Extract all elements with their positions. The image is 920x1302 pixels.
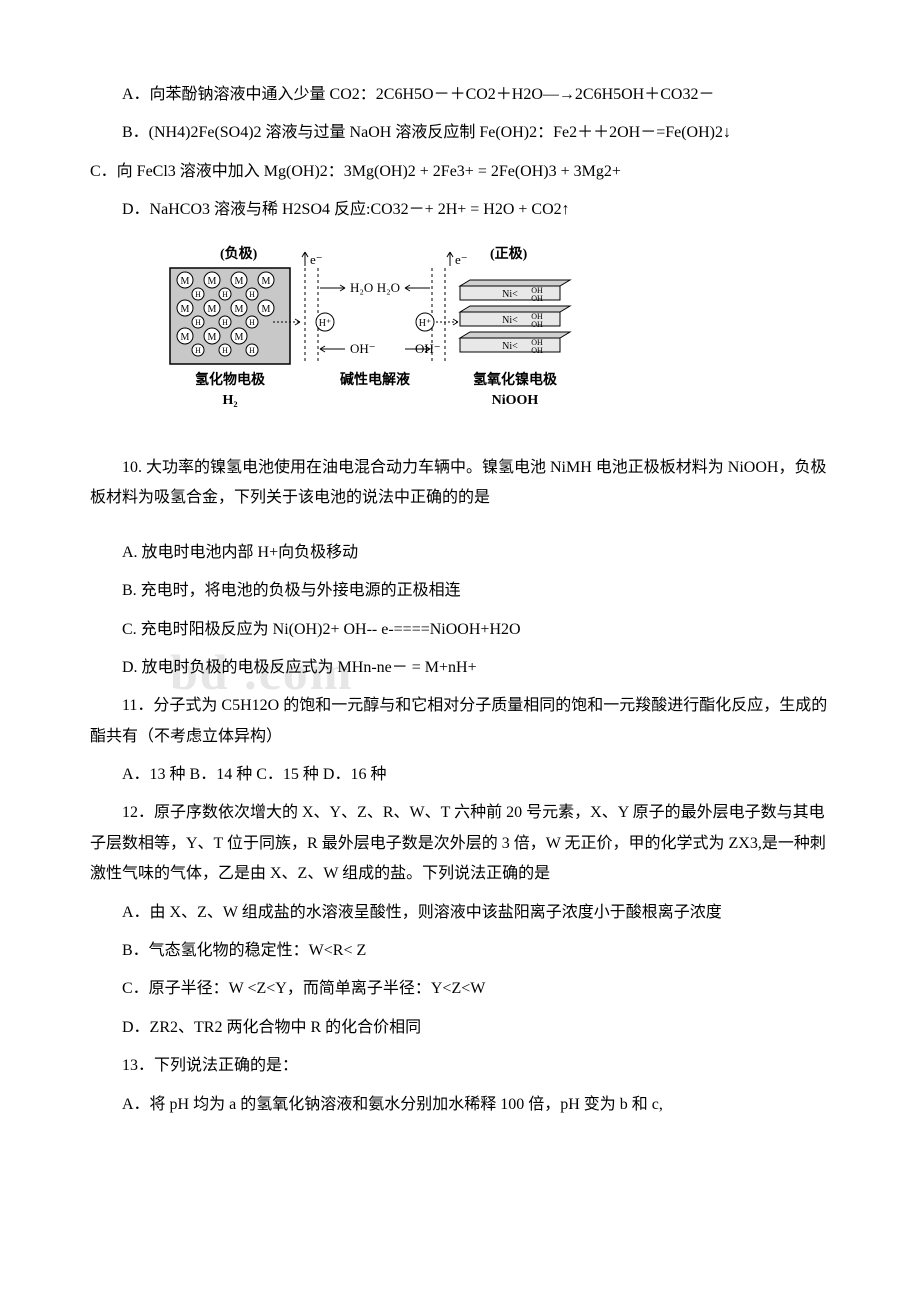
q11-opts: A．13 种 B．14 种 C．15 种 D．16 种 bbox=[90, 760, 830, 790]
svg-text:M: M bbox=[208, 276, 217, 287]
q10-stem: 10. 大功率的镍氢电池使用在油电混合动力车辆中。镍氢电池 NiMH 电池正极板… bbox=[90, 453, 830, 514]
option-a: A．向苯酚钠溶液中通入少量 CO2：2C6H5O－＋CO2＋H2O—→2C6H5… bbox=[90, 80, 830, 110]
svg-text:OH: OH bbox=[531, 346, 543, 355]
svg-text:H: H bbox=[249, 318, 255, 327]
option-d: D．NaHCO3 溶液与稀 H2SO4 反应:CO32－+ 2H+ = H2O … bbox=[90, 195, 830, 225]
svg-text:H: H bbox=[222, 318, 228, 327]
svg-text:M: M bbox=[181, 304, 190, 315]
svg-text:Ni<: Ni< bbox=[502, 315, 518, 326]
neg-label: (负极) bbox=[220, 245, 258, 262]
svg-text:H: H bbox=[249, 346, 255, 355]
q13-stem: 13．下列说法正确的是： bbox=[90, 1051, 830, 1081]
svg-text:Ni<: Ni< bbox=[502, 289, 518, 300]
svg-text:H: H bbox=[195, 318, 201, 327]
pos-label: (正极) bbox=[490, 245, 528, 262]
right-cap1: 氢氧化镍电极 bbox=[473, 371, 558, 388]
left-cap2: H₂ bbox=[222, 393, 237, 408]
q12-c: C．原子半径：W <Z<Y，而简单离子半径：Y<Z<W bbox=[90, 974, 830, 1004]
svg-text:H: H bbox=[222, 346, 228, 355]
q10-d: D. 放电时负极的电极反应式为 MHn-ne－ = M+nH+ bbox=[90, 653, 830, 683]
svg-text:H: H bbox=[195, 346, 201, 355]
q12-b: B．气态氢化物的稳定性：W<R< Z bbox=[90, 936, 830, 966]
svg-text:M: M bbox=[208, 304, 217, 315]
svg-text:M: M bbox=[262, 276, 271, 287]
oh-left: OH⁻ bbox=[350, 341, 376, 356]
svg-text:M: M bbox=[235, 276, 244, 287]
svg-text:M: M bbox=[235, 332, 244, 343]
svg-text:H: H bbox=[222, 290, 228, 299]
q11-stem: 11．分子式为 C5H12O 的饱和一元醇与和它相对分子质量相同的饱和一元羧酸进… bbox=[90, 691, 830, 752]
q13-a: A．将 pH 均为 a 的氢氧化钠溶液和氨水分别加水稀释 100 倍，pH 变为… bbox=[90, 1090, 830, 1120]
left-cap1: 氢化物电极 bbox=[195, 371, 266, 388]
svg-text:M: M bbox=[208, 332, 217, 343]
h2o-left: H₂O bbox=[350, 280, 373, 295]
option-b: B．(NH4)2Fe(SO4)2 溶液与过量 NaOH 溶液反应制 Fe(OH)… bbox=[90, 118, 830, 148]
e-label-left: e⁻ bbox=[310, 252, 323, 267]
niooh-electrode: Ni< OH OH Ni< OH OH Ni< OH OH bbox=[460, 280, 570, 355]
q10-b: B. 充电时，将电池的负极与外接电源的正极相连 bbox=[90, 576, 830, 606]
svg-text:H: H bbox=[195, 290, 201, 299]
hplus-left: H⁺ bbox=[319, 318, 332, 329]
right-cap2: NiOOH bbox=[492, 393, 539, 408]
q12-d: D．ZR2、TR2 两化合物中 R 的化合价相同 bbox=[90, 1013, 830, 1043]
svg-text:M: M bbox=[235, 304, 244, 315]
svg-text:OH: OH bbox=[531, 320, 543, 329]
svg-text:OH: OH bbox=[531, 294, 543, 303]
q12-a: A．由 X、Z、W 组成盐的水溶液呈酸性，则溶液中该盐阳离子浓度小于酸根离子浓度 bbox=[90, 898, 830, 928]
q10-c: C. 充电时阳极反应为 Ni(OH)2+ OH-- e-====NiOOH+H2… bbox=[90, 615, 830, 645]
svg-text:M: M bbox=[181, 276, 190, 287]
h2o-right: H₂O bbox=[377, 280, 400, 295]
q10-a: A. 放电时电池内部 H+向负极移动 bbox=[90, 538, 830, 568]
svg-text:Ni<: Ni< bbox=[502, 341, 518, 352]
q12-stem: 12．原子序数依次增大的 X、Y、Z、R、W、T 六种前 20 号元素，X、Y … bbox=[90, 798, 830, 889]
battery-diagram: (负极) (正极) e⁻ e⁻ M M M M H H bbox=[160, 244, 830, 435]
e-label-right: e⁻ bbox=[455, 252, 468, 267]
option-c: C．向 FeCl3 溶液中加入 Mg(OH)2：3Mg(OH)2 + 2Fe3+… bbox=[90, 157, 830, 187]
svg-text:H: H bbox=[249, 290, 255, 299]
svg-text:M: M bbox=[181, 332, 190, 343]
svg-text:M: M bbox=[262, 304, 271, 315]
oh-right: OH⁻ bbox=[415, 341, 441, 356]
mid-cap: 碱性电解液 bbox=[340, 371, 411, 388]
document-content: A．向苯酚钠溶液中通入少量 CO2：2C6H5O－＋CO2＋H2O—→2C6H5… bbox=[90, 80, 830, 1120]
hplus-right: H⁺ bbox=[419, 318, 432, 329]
